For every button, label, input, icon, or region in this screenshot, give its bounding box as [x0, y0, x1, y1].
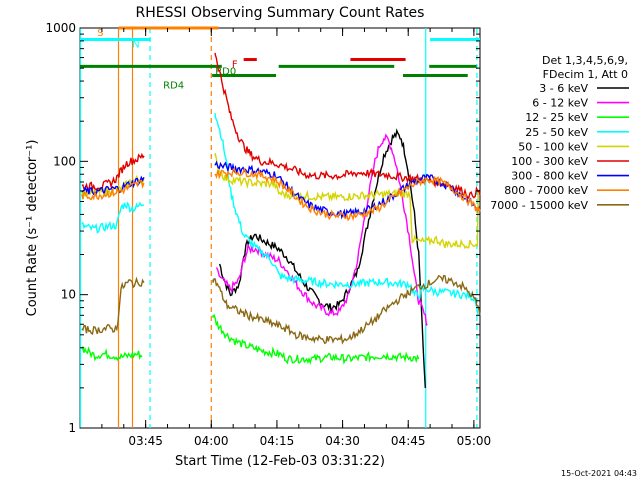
x-tick-label: 04:30	[325, 434, 360, 448]
y-axis-label: Count Rate (s⁻¹ detector⁻¹)	[25, 140, 40, 317]
series-800-7000kev	[81, 167, 481, 222]
legend-entry-label: 50 - 100 keV	[518, 140, 588, 153]
series-7000-15000kev	[81, 274, 481, 345]
series-100-300kev	[81, 52, 481, 200]
series-25-50kev	[81, 113, 479, 316]
legend-header-1: Det 1,3,4,5,6,9,	[542, 54, 628, 67]
flag-label-rd0: RD0	[215, 66, 236, 77]
legend-entry-label: 800 - 7000 keV	[504, 184, 588, 197]
vertical-marker-lines	[79, 28, 478, 428]
flag-label-rd4: RD4	[163, 81, 184, 92]
y-tick-label: 10	[61, 288, 76, 302]
legend-entry-label: 25 - 50 keV	[525, 126, 588, 139]
x-tick-label: 05:00	[457, 434, 492, 448]
series-6-12kev	[215, 133, 428, 327]
y-tick-label: 1000	[45, 21, 76, 35]
x-tick-label: 04:00	[194, 434, 229, 448]
legend-entry-label: 7000 - 15000 keV	[490, 199, 588, 212]
legend-entry-label: 3 - 6 keV	[539, 82, 588, 95]
flag-label-n: N	[132, 39, 139, 50]
legend-entry-label: 12 - 25 keV	[525, 111, 588, 124]
flag-label-f: F	[232, 60, 238, 71]
series-300-800kev	[81, 160, 481, 220]
legend-entry-label: 300 - 800 keV	[511, 170, 588, 183]
series-12-25kev	[81, 313, 420, 365]
x-axis: 03:45 04:00 04:15 04:30 04:45 05:00	[101, 28, 492, 448]
legend-header-2: FDecim 1, Att 0	[543, 68, 628, 81]
timestamp: 15-Oct-2021 04:43	[561, 469, 637, 478]
series-50-100kev	[81, 153, 479, 250]
chart-title: RHESSI Observing Summary Count Rates	[136, 5, 425, 21]
series-lines	[81, 52, 481, 388]
flag-label-s: S	[97, 28, 103, 39]
series-3-6kev	[218, 128, 426, 388]
y-tick-label: 100	[53, 154, 76, 168]
x-tick-label: 04:45	[391, 434, 426, 448]
x-tick-label: 03:45	[128, 434, 163, 448]
x-axis-label: Start Time (12-Feb-03 03:31:22)	[175, 454, 385, 469]
legend: Det 1,3,4,5,6,9, FDecim 1, Att 0 3 - 6 k…	[490, 54, 629, 212]
y-tick-label: 1	[68, 421, 76, 435]
legend-entry-label: 100 - 300 keV	[511, 155, 588, 168]
legend-entry-label: 6 - 12 keV	[532, 97, 588, 110]
y-axis: 1 10 100 1000	[45, 21, 480, 435]
x-tick-label: 04:15	[260, 434, 295, 448]
plot-frame	[79, 27, 481, 429]
